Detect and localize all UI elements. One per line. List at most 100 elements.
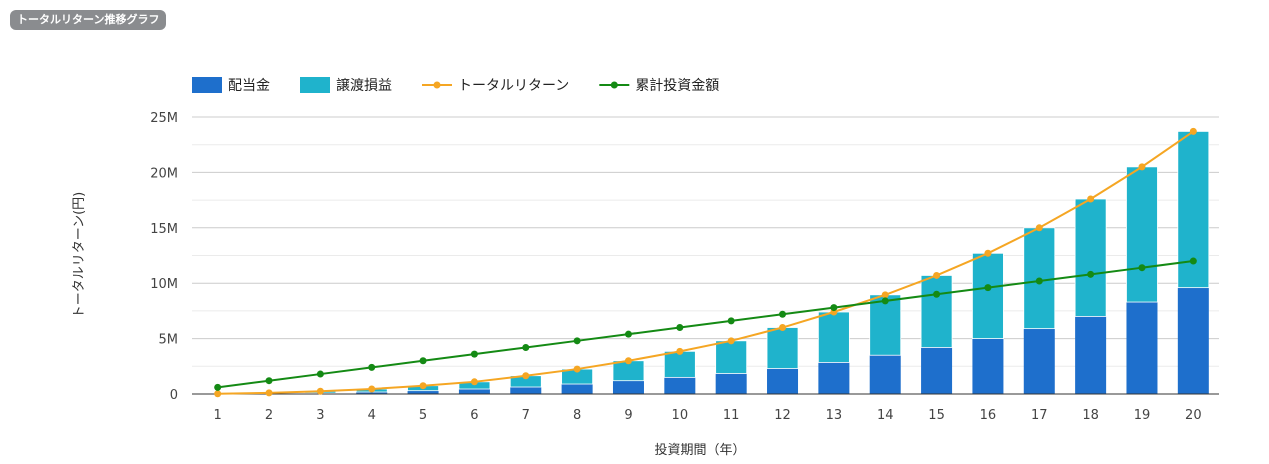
- data-point: [1189, 257, 1197, 265]
- data-point: [984, 249, 992, 257]
- data-point: [1087, 270, 1095, 278]
- x-tick-label: 13: [826, 408, 843, 423]
- data-point: [419, 357, 427, 365]
- bar-capital-gain: [972, 252, 1004, 339]
- bar-dividend: [664, 377, 696, 394]
- bar-dividend: [458, 389, 490, 394]
- bar-capital-gain: [1126, 166, 1158, 303]
- data-point: [727, 317, 735, 325]
- data-point: [624, 357, 632, 365]
- x-tick-label: 5: [419, 408, 427, 423]
- bar-capital-gain: [663, 350, 696, 378]
- legend-label: 譲渡損益: [336, 78, 392, 94]
- data-point: [419, 382, 427, 390]
- line-total-return: [217, 130, 1194, 395]
- data-point: [779, 324, 787, 332]
- data-point: [573, 337, 581, 345]
- data-point: [214, 390, 222, 398]
- x-tick-label: 17: [1031, 408, 1048, 423]
- data-point: [1035, 224, 1043, 232]
- data-point: [1087, 195, 1095, 203]
- legend-swatch-icon: [300, 77, 330, 93]
- bar-dividend: [407, 390, 439, 394]
- x-tick-label: 10: [672, 408, 689, 423]
- chart-title-badge: トータルリターン推移グラフ: [10, 10, 167, 30]
- x-tick-label: 12: [774, 408, 791, 423]
- bar-dividend: [356, 392, 388, 394]
- data-point: [933, 271, 941, 279]
- bar-dividend: [869, 355, 901, 394]
- data-point: [933, 290, 941, 298]
- data-point: [1189, 127, 1197, 135]
- data-point: [522, 343, 530, 351]
- bar-capital-gain: [766, 327, 799, 369]
- legend-swatch-icon: [192, 77, 222, 93]
- data-point: [265, 389, 273, 397]
- data-point: [368, 385, 376, 393]
- bar-dividend: [612, 380, 644, 394]
- data-point: [265, 377, 273, 385]
- legend-label: 配当金: [228, 78, 270, 94]
- data-point: [368, 363, 376, 371]
- bar-dividend: [1126, 302, 1158, 394]
- y-tick-label: 25M: [150, 111, 178, 126]
- data-point: [316, 370, 324, 378]
- x-tick-label: 4: [368, 408, 376, 423]
- x-tick-label: 7: [522, 408, 530, 423]
- data-point: [881, 297, 889, 305]
- x-tick-label: 16: [980, 408, 997, 423]
- data-point: [624, 330, 632, 338]
- data-point: [727, 337, 735, 345]
- data-point: [1035, 277, 1043, 285]
- x-tick-label: 6: [470, 408, 478, 423]
- y-tick-label: 15M: [150, 222, 178, 237]
- line-cumulative-investment: [217, 260, 1194, 389]
- bar-dividend: [715, 373, 747, 394]
- data-point: [984, 284, 992, 292]
- bar-capital-gain: [1074, 198, 1107, 317]
- bar-capital-gain: [920, 275, 953, 348]
- x-tick-label: 19: [1134, 408, 1151, 423]
- legend-label: トータルリターン: [458, 78, 569, 94]
- x-tick-label: 14: [877, 408, 894, 423]
- legend-label: 累計投資金額: [635, 78, 719, 94]
- x-tick-label: 8: [573, 408, 581, 423]
- bar-dividend: [818, 362, 850, 394]
- y-tick-label: 10M: [150, 277, 178, 292]
- x-tick-label: 9: [624, 408, 632, 423]
- data-point: [676, 324, 684, 332]
- legend-marker-icon: [433, 81, 441, 89]
- x-tick-label: 11: [723, 408, 740, 423]
- data-point: [881, 291, 889, 299]
- y-tick-label: 0: [170, 388, 178, 403]
- y-tick-label: 5M: [159, 333, 179, 348]
- data-point: [470, 350, 478, 358]
- data-point: [522, 372, 530, 380]
- legend-marker-icon: [610, 81, 618, 89]
- data-point: [830, 304, 838, 312]
- bar-dividend: [921, 347, 953, 394]
- data-point: [316, 387, 324, 395]
- x-tick-label: 2: [265, 408, 273, 423]
- bar-capital-gain: [715, 340, 748, 374]
- data-point: [1138, 163, 1146, 171]
- y-tick-label: 20M: [150, 166, 178, 181]
- data-point: [470, 378, 478, 386]
- x-tick-label: 15: [928, 408, 945, 423]
- data-point: [779, 310, 787, 318]
- bar-dividend: [510, 387, 542, 394]
- y-axis-title: トータルリターン(円): [72, 192, 87, 319]
- bar-dividend: [1023, 328, 1055, 394]
- x-tick-label: 18: [1082, 408, 1099, 423]
- bar-dividend: [1075, 316, 1107, 394]
- data-point: [214, 383, 222, 391]
- data-point: [676, 347, 684, 355]
- bar-dividend: [1177, 287, 1209, 394]
- x-tick-label: 3: [316, 408, 324, 423]
- bar-dividend: [561, 384, 593, 394]
- bar-dividend: [972, 338, 1004, 394]
- x-tick-label: 1: [214, 408, 222, 423]
- bar-dividend: [767, 368, 799, 394]
- data-point: [1138, 264, 1146, 272]
